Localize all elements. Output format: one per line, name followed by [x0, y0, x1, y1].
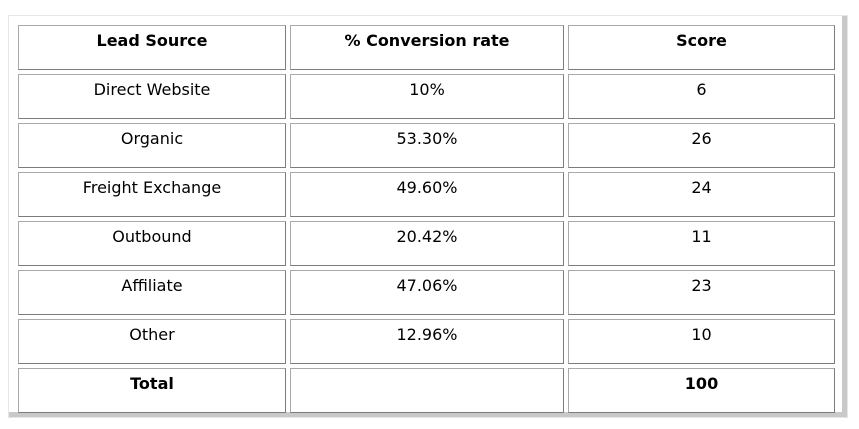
cell-conversion-rate: 47.06% [290, 270, 564, 315]
header-score: Score [568, 25, 835, 70]
cell-score: 10 [568, 319, 835, 364]
cell-score: 11 [568, 221, 835, 266]
total-rate [290, 368, 564, 413]
lead-source-table: Lead Source % Conversion rate Score Dire… [18, 25, 835, 413]
table-row: Other 12.96% 10 [18, 319, 835, 364]
cell-lead-source: Freight Exchange [18, 172, 286, 217]
cell-score: 6 [568, 74, 835, 119]
table-row: Direct Website 10% 6 [18, 74, 835, 119]
table-frame: Lead Source % Conversion rate Score Dire… [8, 15, 848, 418]
cell-conversion-rate: 20.42% [290, 221, 564, 266]
cell-score: 26 [568, 123, 835, 168]
table-row: Affiliate 47.06% 23 [18, 270, 835, 315]
cell-lead-source: Other [18, 319, 286, 364]
total-label: Total [18, 368, 286, 413]
cell-lead-source: Direct Website [18, 74, 286, 119]
total-score: 100 [568, 368, 835, 413]
cell-lead-source: Affiliate [18, 270, 286, 315]
table-total-row: Total 100 [18, 368, 835, 413]
header-conversion-rate: % Conversion rate [290, 25, 564, 70]
table-row: Outbound 20.42% 11 [18, 221, 835, 266]
cell-conversion-rate: 10% [290, 74, 564, 119]
table-row: Organic 53.30% 26 [18, 123, 835, 168]
cell-score: 24 [568, 172, 835, 217]
cell-score: 23 [568, 270, 835, 315]
table-header-row: Lead Source % Conversion rate Score [18, 25, 835, 70]
cell-conversion-rate: 49.60% [290, 172, 564, 217]
header-lead-source: Lead Source [18, 25, 286, 70]
table-row: Freight Exchange 49.60% 24 [18, 172, 835, 217]
cell-lead-source: Outbound [18, 221, 286, 266]
cell-lead-source: Organic [18, 123, 286, 168]
cell-conversion-rate: 53.30% [290, 123, 564, 168]
cell-conversion-rate: 12.96% [290, 319, 564, 364]
